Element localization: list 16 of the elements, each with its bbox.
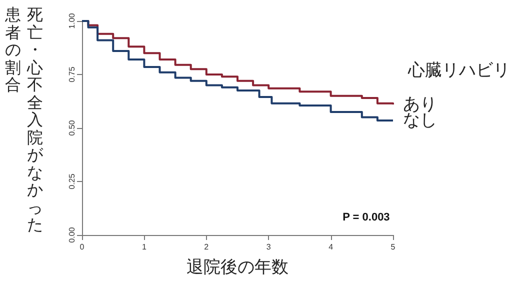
y-tick-label: 0.50	[68, 120, 76, 136]
x-tick-label: 5	[390, 242, 396, 252]
x-tick-label: 0	[80, 242, 85, 252]
legend-title: 心臓リハビリ	[407, 60, 510, 80]
text: 死亡・心不全入院がなかった患者の割合	[5, 5, 43, 234]
x-tick-label: 1	[142, 242, 147, 252]
x-tick-label: 2	[204, 242, 210, 252]
y-tick-label: 0.75	[68, 66, 76, 82]
x-tick-label: 3	[266, 242, 272, 252]
y-tick-label: 0.00	[68, 226, 76, 243]
annotation: P = 0.003	[342, 212, 390, 224]
y-tick-label: 0.25	[68, 173, 76, 190]
x-axis-title: 退院後の年数	[186, 258, 288, 278]
series-label: あり	[403, 94, 437, 114]
y-tick-label: 1.00	[68, 12, 76, 29]
x-tick-label: 4	[328, 242, 334, 252]
